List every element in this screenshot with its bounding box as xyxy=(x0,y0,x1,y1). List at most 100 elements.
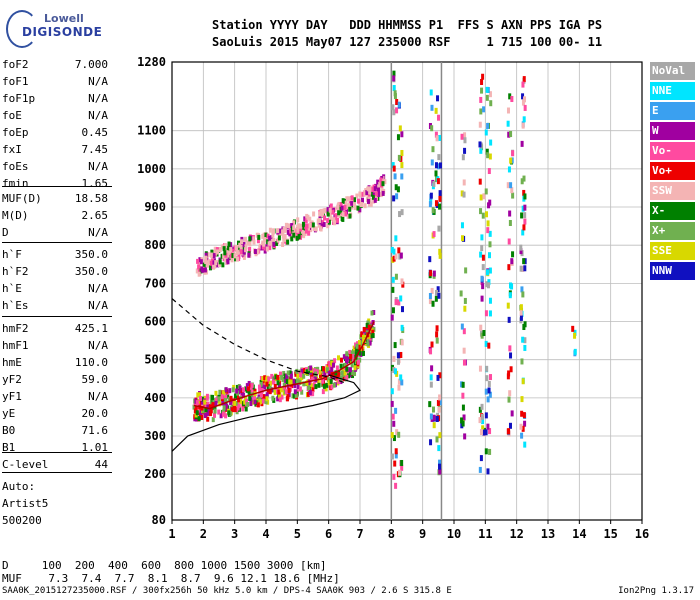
echo-dot xyxy=(435,337,439,344)
echo-dot xyxy=(259,392,263,398)
echo-dot xyxy=(292,393,296,399)
echo-dot xyxy=(333,358,337,364)
echo-dot xyxy=(201,267,205,273)
param-name: h`F xyxy=(2,248,22,261)
param-row: B1 1.01 xyxy=(2,441,108,455)
echo-dot xyxy=(195,268,199,274)
echo-dot xyxy=(478,141,482,148)
echo-dot xyxy=(367,324,371,330)
echo-dot xyxy=(322,383,326,389)
echo-dot xyxy=(287,375,291,381)
echo-dot xyxy=(523,204,527,211)
echo-dot xyxy=(226,393,230,399)
echo-dot xyxy=(520,212,524,219)
echo-dot xyxy=(326,223,330,229)
y-tick-label: 900 xyxy=(144,200,166,214)
echo-dot xyxy=(342,354,346,360)
echo-dot xyxy=(391,307,395,314)
x-tick-label: 13 xyxy=(541,527,555,541)
echo-dot xyxy=(391,162,395,169)
echo-dot xyxy=(432,422,436,429)
echo-dot xyxy=(396,186,400,193)
echo-dot xyxy=(253,249,257,255)
ionogram-chart: 1 2 3 4 5 6 7 8 9 10 11 12 13 14 15 1680200300400500600… xyxy=(137,55,649,541)
echo-dot xyxy=(394,448,398,455)
echo-dot xyxy=(302,381,306,387)
echo-dot xyxy=(245,383,249,389)
echo-dot xyxy=(437,406,441,413)
echo-dot xyxy=(244,244,248,250)
echo-dot xyxy=(352,345,356,351)
echo-dot xyxy=(282,386,286,392)
echo-dot xyxy=(296,373,300,379)
echo-dot xyxy=(484,388,488,395)
echo-dot xyxy=(292,378,296,384)
echo-dot xyxy=(434,295,438,302)
echo-dot xyxy=(326,218,330,224)
echo-dot xyxy=(214,400,218,406)
echo-dot xyxy=(510,157,514,164)
echo-dot xyxy=(216,262,220,268)
echo-dot xyxy=(317,222,321,228)
echo-dot xyxy=(460,417,464,424)
echo-dot xyxy=(396,358,400,365)
echo-dot xyxy=(430,287,434,294)
echo-dot xyxy=(436,178,440,185)
echo-dot xyxy=(400,379,404,386)
echo-dot xyxy=(391,286,395,293)
echo-dot xyxy=(397,431,401,438)
echo-dot xyxy=(391,413,395,420)
echo-dot xyxy=(229,247,233,253)
echo-dot xyxy=(363,203,367,209)
legend-item: SSW xyxy=(650,182,695,200)
echo-dot xyxy=(429,192,433,199)
echo-dot xyxy=(507,316,511,323)
echo-dot xyxy=(392,165,396,172)
echo-dot xyxy=(204,403,208,409)
echo-dot xyxy=(435,415,439,422)
footer-right: Ion2Png 1.3.17 xyxy=(618,586,694,596)
echo-dot xyxy=(343,370,347,376)
echo-dot xyxy=(392,255,396,262)
echo-dot xyxy=(397,378,401,385)
echo-dot xyxy=(197,271,201,277)
echo-dot xyxy=(485,94,489,101)
echo-dot xyxy=(288,370,292,376)
echo-dot xyxy=(481,254,485,261)
echo-dot xyxy=(368,189,372,195)
echo-dot xyxy=(436,163,440,170)
echo-dot xyxy=(438,134,442,141)
param-name: h`E xyxy=(2,282,22,295)
param-name: B0 xyxy=(2,424,16,437)
echo-dot xyxy=(336,206,340,212)
echo-dot xyxy=(430,341,434,348)
echo-dot xyxy=(390,453,394,460)
param-value: 18.58 xyxy=(74,192,108,205)
echo-dot xyxy=(327,219,331,225)
echo-dot xyxy=(345,374,349,380)
echo-dot xyxy=(340,205,344,211)
echo-dot xyxy=(374,194,378,200)
echo-dot xyxy=(277,235,281,241)
echo-dot xyxy=(392,435,396,442)
param-name: hmE xyxy=(2,356,22,369)
echo-dot xyxy=(229,400,233,406)
echo-dot xyxy=(521,265,525,272)
echo-dot xyxy=(297,223,301,229)
param-row: h`F 350.0 xyxy=(2,248,108,262)
echo-dot xyxy=(520,432,524,439)
echo-dot xyxy=(193,408,197,414)
param-row: B0 71.6 xyxy=(2,424,108,438)
echo-dot xyxy=(284,389,288,395)
param-value: N/A xyxy=(88,75,108,88)
echo-dot xyxy=(210,249,214,255)
echo-dot xyxy=(479,96,483,103)
echo-dot xyxy=(400,173,404,180)
echo-dot xyxy=(520,396,524,403)
echo-dot xyxy=(519,265,523,272)
echo-dot xyxy=(312,211,316,217)
echo-dot xyxy=(327,370,331,376)
echo-dot xyxy=(211,402,215,408)
param-value: N/A xyxy=(88,282,108,295)
echo-dot xyxy=(328,360,332,366)
